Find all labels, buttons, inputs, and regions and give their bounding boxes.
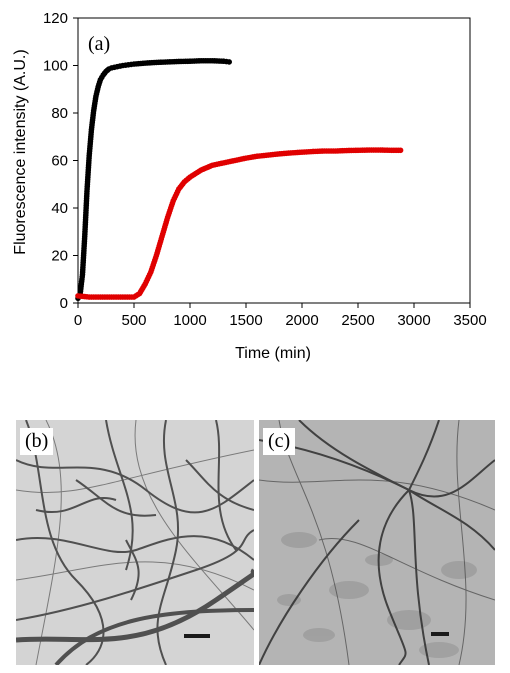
data-point	[226, 59, 232, 65]
micrograph-c: (c)	[259, 420, 495, 665]
x-tick-label: 2000	[285, 312, 318, 329]
plot-frame	[77, 17, 471, 304]
series-layer	[75, 57, 404, 302]
y-tick-label: 20	[51, 248, 68, 265]
y-tick-label: 80	[51, 105, 68, 122]
y-tick-label: 0	[60, 295, 68, 312]
y-tick-label: 40	[51, 200, 68, 217]
fibril-network-image-b	[16, 420, 254, 665]
fluorescence-chart: 0 500 1000 1500 2000 2500 3000 3500 0 20 40 60 80 10…	[12, 10, 487, 362]
panel-label-b: (b)	[20, 428, 54, 455]
x-tick-label: 3000	[397, 312, 430, 329]
panel-label-c: (c)	[263, 428, 296, 455]
x-tick-label: 1000	[173, 312, 206, 329]
scale-bar-c	[431, 632, 449, 636]
x-tick-label: 500	[121, 312, 146, 329]
y-tick-label: 60	[51, 153, 68, 170]
data-point	[397, 147, 404, 154]
series-1	[75, 147, 404, 300]
x-tick-label: 2500	[341, 312, 374, 329]
plot-border	[77, 17, 471, 304]
micrograph-b: (b)	[16, 420, 254, 665]
fibril-network-image-c	[259, 420, 495, 665]
y-axis-label: Fluorescence intensity (A.U.)	[12, 49, 29, 254]
x-axis-label: Time (min)	[235, 345, 311, 362]
y-tick-label: 120	[43, 10, 68, 27]
scale-bar-b	[184, 634, 210, 638]
y-axis-ticks: 0 20 40 60 80 100 120	[43, 10, 78, 312]
x-tick-label: 0	[74, 312, 82, 329]
panel-label-a: (a)	[88, 33, 110, 55]
series-0	[75, 57, 232, 302]
y-tick-label: 100	[43, 58, 68, 75]
x-axis-ticks: 0 500 1000 1500 2000 2500 3000 3500	[74, 303, 487, 329]
x-tick-label: 1500	[229, 312, 262, 329]
x-tick-label: 3500	[453, 312, 486, 329]
